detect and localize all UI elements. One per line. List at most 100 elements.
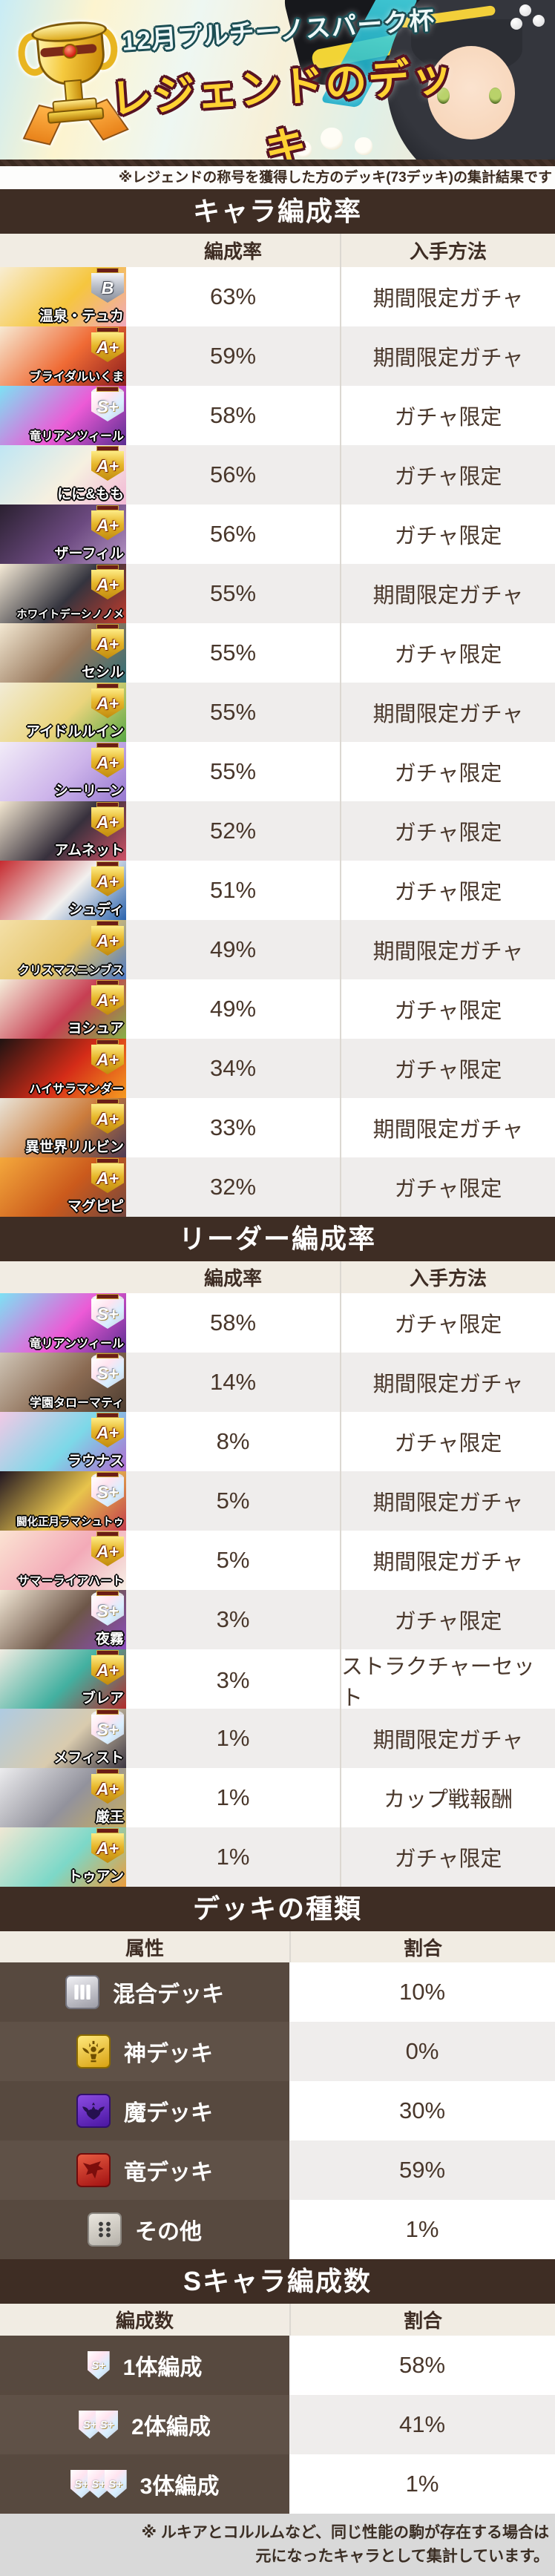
rank-badge: A+ — [91, 921, 124, 956]
col-header-ratio: 割合 — [289, 1931, 555, 1962]
character-thumbnail: A+ 異世界リルビン — [0, 1098, 126, 1157]
s-char-count-cell: S+ 1体編成 — [0, 2336, 289, 2395]
s-char-count-section: Sキャラ編成数 編成数 割合 S+ 1体編成 58% S+ S+ 2体編成 41% S+ S+ S… — [0, 2259, 555, 2514]
character-name: 竜リアンツィール — [29, 430, 124, 443]
character-name: 夜霧 — [95, 1632, 124, 1647]
rank-badge-banner — [96, 1158, 119, 1163]
character-name: ブライダルいくま — [29, 371, 124, 384]
character-name: シュディ — [68, 902, 124, 918]
rank-badge: A+ — [91, 743, 124, 778]
rank-badge-letter: A+ — [91, 748, 124, 778]
char-row: A+ アイドルルイン 55% 期間限定ガチャ — [0, 683, 555, 742]
acquisition-method: ガチャ限定 — [340, 623, 555, 683]
character-name: ハイサラマンダー — [29, 1083, 124, 1096]
leader-row: A+ ブレア 3% ストラクチャーセット — [0, 1649, 555, 1712]
rank-badge-banner — [96, 861, 119, 867]
footer-note: ※ ルキアとコルルムなど、同じ性能の駒が存在する場合は 元になったキャラとして集… — [0, 2514, 555, 2576]
char-row: A+ アムネット 52% ガチャ限定 — [0, 801, 555, 861]
s-char-count-ratio: 41% — [289, 2395, 555, 2454]
deck-table-header: 属性 割合 — [0, 1931, 555, 1962]
other-deck-icon — [88, 2212, 122, 2247]
rate-value: 56% — [209, 461, 257, 487]
s-char-count-ratio: 1% — [289, 2454, 555, 2514]
character-name: ヨシュア — [68, 1021, 124, 1036]
rank-badge-letter: A+ — [91, 451, 124, 481]
rank-badge-banner — [96, 1099, 119, 1104]
header-spacer — [0, 1261, 126, 1293]
acquisition-method: 期間限定ガチャ — [340, 564, 555, 623]
rate-value: 51% — [209, 877, 257, 903]
character-name: アイドルルイン — [25, 724, 124, 740]
rank-badge-banner — [96, 505, 119, 510]
col-header-method: 入手方法 — [340, 1261, 555, 1293]
leader-row: S+ メフィスト 1% 期間限定ガチャ — [0, 1709, 555, 1768]
rank-badge-letter: A+ — [91, 1104, 124, 1134]
acquisition-method: 期間限定ガチャ — [340, 326, 555, 386]
rank-badge-banner — [96, 802, 119, 807]
deck-attribute-cell: その他 — [0, 2200, 289, 2259]
aggregation-note: ※レジェンドの称号を獲得した方のデッキ(73デッキ)の集計結果です — [0, 166, 555, 189]
character-name: クリスマスニンブス — [17, 965, 124, 977]
rank-badge-letter: A+ — [91, 1655, 124, 1685]
rank-badge: A+ — [91, 683, 124, 718]
char-row: A+ シュディ 51% ガチャ限定 — [0, 861, 555, 920]
rank-badge: A+ — [91, 980, 124, 1015]
rank-badge-letter: A+ — [91, 629, 124, 659]
character-thumbnail: A+ シーリーン — [0, 742, 126, 801]
dragon-deck-icon — [76, 2153, 111, 2187]
leader-rate-section: リーダー編成率 編成率 入手方法 S+ 竜リアンツィール 58% ガチャ限定 S+ 学園タ… — [0, 1217, 555, 1887]
leader-row: A+ サマーライアハート 5% 期間限定ガチャ — [0, 1531, 555, 1590]
acquisition-method: 期間限定ガチャ — [340, 1531, 555, 1590]
rank-badge: A+ — [91, 446, 124, 481]
footer-note-line2: 元になったキャラとして集計しています。 — [255, 2548, 549, 2565]
character-thumbnail: A+ ホワイトデーシノノメ — [0, 564, 126, 623]
leader-row: A+ ラウナス 8% ガチャ限定 — [0, 1412, 555, 1471]
rate-value: 58% — [209, 1310, 257, 1335]
s-char-count-label: 2体編成 — [131, 2415, 211, 2439]
rate-value: 58% — [209, 402, 257, 428]
character-thumbnail: A+ 厳王 — [0, 1768, 126, 1827]
char-row: A+ ハイサラマンダー 34% ガチャ限定 — [0, 1039, 555, 1098]
char-row: A+ 異世界リルビン 33% 期間限定ガチャ — [0, 1098, 555, 1157]
character-thumbnail: A+ シュディ — [0, 861, 126, 920]
banner-title: レジェンドのデッキ — [108, 51, 456, 160]
character-thumbnail: A+ ブライダルいくま — [0, 326, 126, 386]
rank-badge-letter: A+ — [91, 1045, 124, 1074]
character-name: ブレア — [81, 1691, 124, 1706]
s-char-count-label: 3体編成 — [139, 2474, 220, 2499]
s-char-count-cell: S+ S+ S+ 3体編成 — [0, 2454, 289, 2514]
col-header-ratio: 割合 — [289, 2304, 555, 2336]
acquisition-method: ガチャ限定 — [340, 801, 555, 861]
character-name: シーリーン — [53, 783, 124, 799]
character-thumbnail: S+ 学園タローマティ — [0, 1353, 126, 1412]
s-char-count-row: S+ S+ S+ 3体編成 1% — [0, 2454, 555, 2514]
character-name: アムネット — [54, 843, 124, 858]
acquisition-method: 期間限定ガチャ — [340, 267, 555, 326]
char-row: A+ にに&もも 56% ガチャ限定 — [0, 445, 555, 505]
character-name: メフィスト — [53, 1750, 124, 1766]
leader-row: S+ 夜霧 3% ガチャ限定 — [0, 1590, 555, 1649]
deck-type-label: 神デッキ — [124, 2042, 213, 2066]
s-plus-badge-group: S+ S+ — [79, 2411, 119, 2439]
rate-value: 3% — [216, 1606, 250, 1632]
char-row: A+ クリスマスニンブス 49% 期間限定ガチャ — [0, 920, 555, 979]
character-name: ラウナス — [67, 1453, 124, 1469]
leader-row: S+ 闘化正月ラマシュトゥ 5% 期間限定ガチャ — [0, 1471, 555, 1531]
character-thumbnail: A+ トゥアン — [0, 1827, 126, 1887]
acquisition-method: ガチャ限定 — [340, 445, 555, 505]
s-char-count-ratio: 58% — [289, 2336, 555, 2395]
rank-badge-letter: A+ — [91, 689, 124, 718]
rank-badge: A+ — [91, 565, 124, 599]
rate-value: 5% — [216, 1547, 250, 1573]
character-name: サマーライアハート — [17, 1575, 124, 1588]
rank-badge-banner — [96, 1591, 119, 1596]
character-thumbnail: A+ マグピピ — [0, 1157, 126, 1217]
acquisition-method: ガチャ限定 — [340, 979, 555, 1039]
deck-attribute-cell: 竜デッキ — [0, 2140, 289, 2200]
rank-badge-letter: A+ — [91, 807, 124, 837]
rank-badge-banner — [96, 268, 119, 273]
god-deck-icon — [76, 2034, 111, 2069]
deck-type-ratio: 30% — [289, 2081, 555, 2140]
rank-badge: A+ — [91, 1413, 124, 1448]
char-row: A+ ブライダルいくま 59% 期間限定ガチャ — [0, 326, 555, 386]
